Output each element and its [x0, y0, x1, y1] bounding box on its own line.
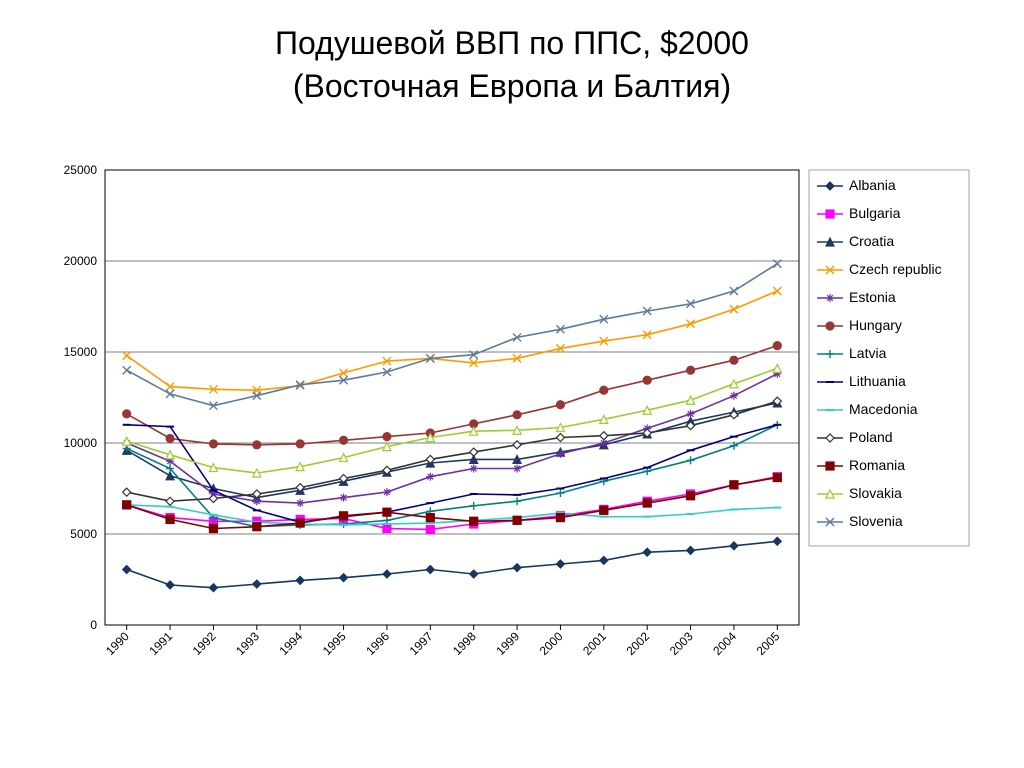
svg-text:Macedonia: Macedonia: [849, 401, 918, 417]
svg-text:10000: 10000: [64, 436, 98, 450]
svg-text:2005: 2005: [754, 629, 783, 658]
svg-text:0: 0: [90, 618, 97, 632]
svg-text:1997: 1997: [407, 629, 436, 658]
svg-text:1992: 1992: [190, 629, 219, 658]
title-line-1: Подушевой ВВП по ППС, $2000: [275, 25, 749, 61]
svg-text:2003: 2003: [667, 629, 696, 658]
svg-text:Bulgaria: Bulgaria: [849, 205, 901, 221]
svg-text:15000: 15000: [64, 345, 98, 359]
svg-text:Croatia: Croatia: [849, 233, 894, 249]
svg-text:Slovenia: Slovenia: [849, 513, 903, 529]
svg-text:1991: 1991: [146, 629, 175, 658]
svg-text:25000: 25000: [64, 163, 98, 177]
svg-text:20000: 20000: [64, 254, 98, 268]
svg-text:2000: 2000: [537, 629, 566, 658]
gdp-ppp-line-chart: 0 5000 10000 15000 20000 25000 1990 1991 1992 199…: [40, 160, 984, 720]
svg-text:2002: 2002: [624, 629, 653, 658]
svg-text:Albania: Albania: [849, 177, 896, 193]
svg-text:Hungary: Hungary: [849, 317, 902, 333]
svg-text:Estonia: Estonia: [849, 289, 896, 305]
svg-text:5000: 5000: [70, 527, 97, 541]
title-line-2: (Восточная Европа и Балтия): [293, 68, 731, 104]
svg-text:1995: 1995: [320, 629, 349, 658]
svg-text:Latvia: Latvia: [849, 345, 887, 361]
svg-text:Lithuania: Lithuania: [849, 373, 906, 389]
svg-text:2004: 2004: [710, 629, 739, 658]
svg-text:Romania: Romania: [849, 457, 905, 473]
chart-title: Подушевой ВВП по ППС, $2000 (Восточная Е…: [0, 0, 1024, 116]
slide: Подушевой ВВП по ППС, $2000 (Восточная Е…: [0, 0, 1024, 768]
svg-text:1999: 1999: [493, 629, 522, 658]
svg-text:1994: 1994: [277, 629, 306, 658]
svg-text:2001: 2001: [580, 629, 609, 658]
legend: Albania Bulgaria Croatia Czech republic Esto…: [809, 170, 969, 546]
svg-text:1998: 1998: [450, 629, 479, 658]
svg-text:Czech republic: Czech republic: [849, 261, 942, 277]
svg-text:1990: 1990: [103, 629, 132, 658]
svg-text:1993: 1993: [233, 629, 262, 658]
svg-text:1996: 1996: [363, 629, 392, 658]
svg-text:Slovakia: Slovakia: [849, 485, 902, 501]
svg-text:Poland: Poland: [849, 429, 893, 445]
